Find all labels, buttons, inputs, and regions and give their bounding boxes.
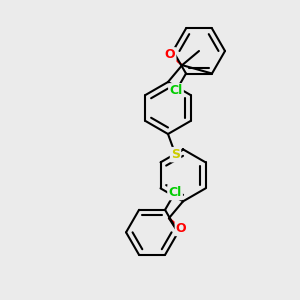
Text: O: O [165, 48, 175, 62]
Text: S: S [171, 148, 180, 161]
Text: Cl: Cl [168, 186, 182, 199]
Text: Cl: Cl [169, 84, 183, 97]
Text: O: O [176, 222, 187, 235]
